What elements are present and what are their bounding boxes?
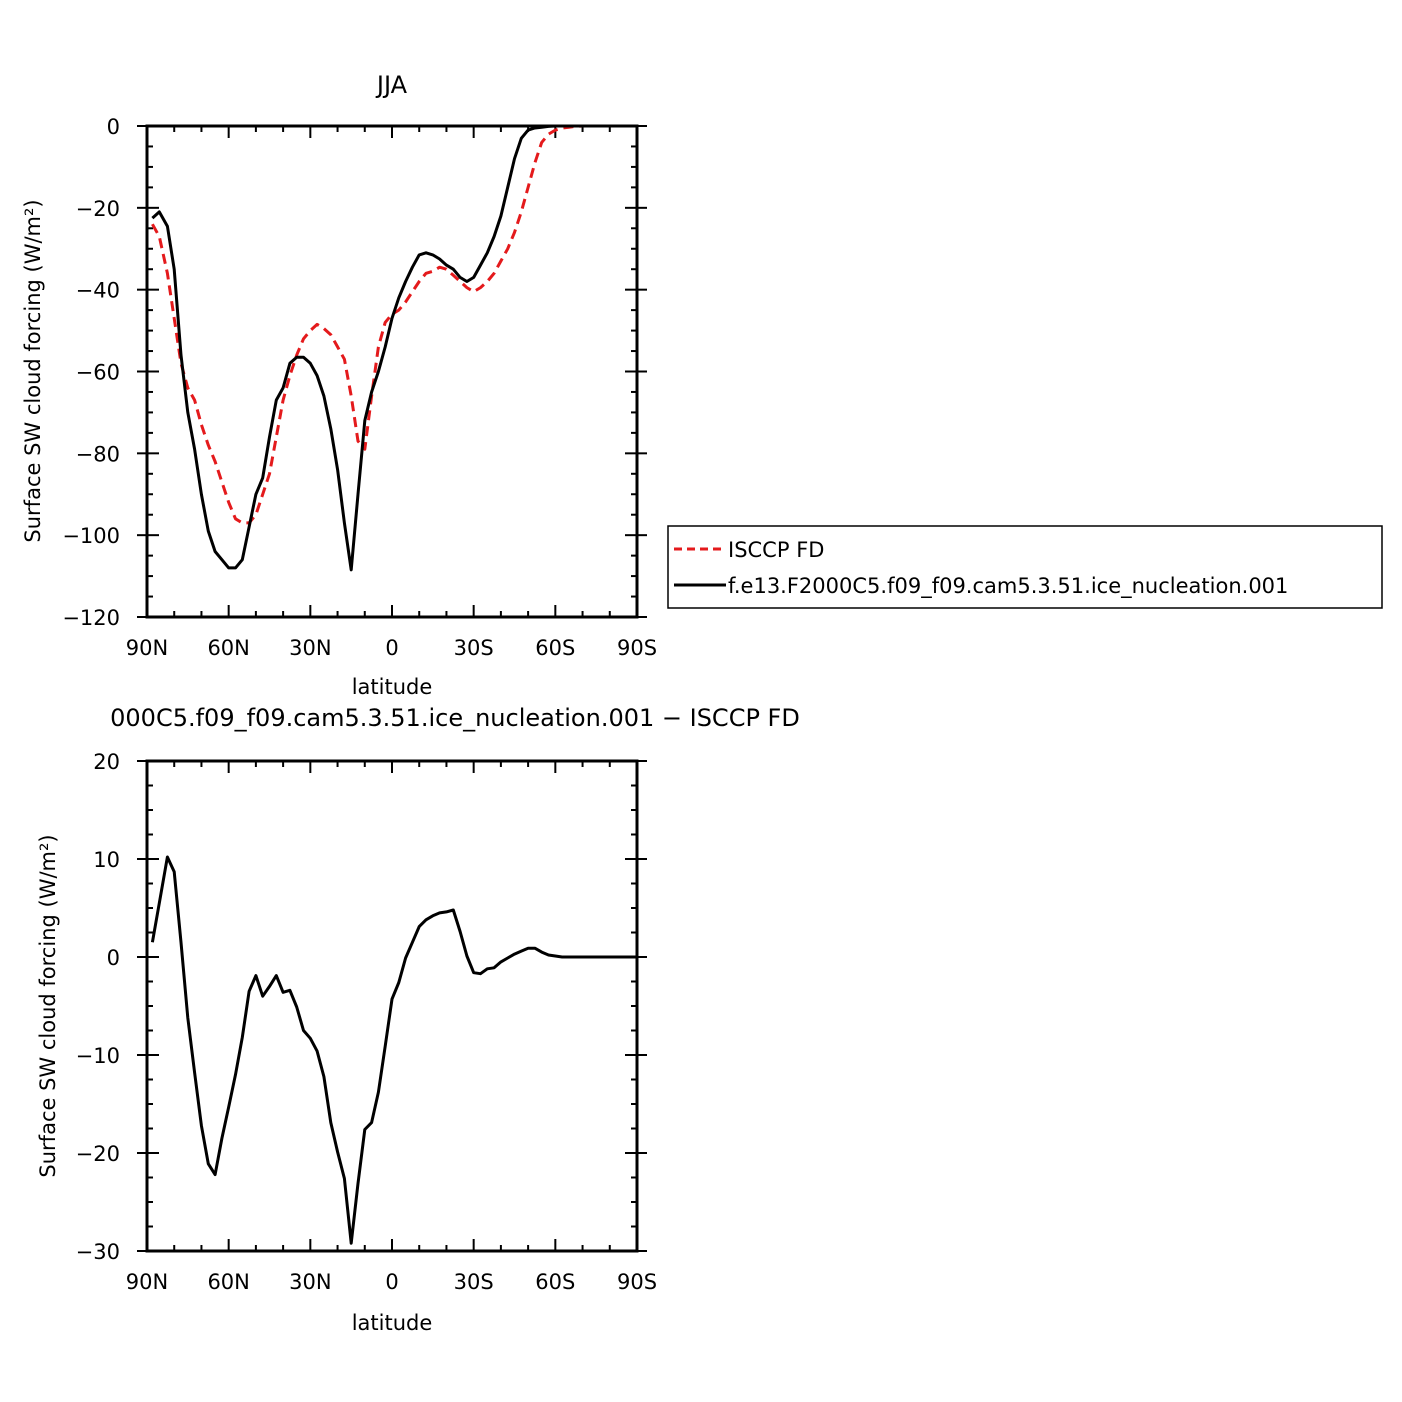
top-chart-title: JJA (375, 71, 408, 99)
bottom-y-tick-label: −20 (76, 1142, 120, 1166)
top-x-tick-label: 90N (126, 636, 168, 660)
bottom-y-tick-label: 20 (93, 750, 120, 774)
bottom-ticks: 90N 60N 30N 0 30S 60S 90S 20 10 0 −10 −20 −30 (76, 750, 657, 1294)
legend-label-isccp-fd: ISCCP FD (728, 538, 824, 562)
legend-label-model: f.e13.F2000C5.f09_f09.cam5.3.51.ice_nucl… (728, 574, 1288, 599)
top-x-tick-label: 30S (454, 636, 494, 660)
top-y-tick-label: −100 (62, 524, 120, 548)
bottom-x-tick-label: 90N (126, 1270, 168, 1294)
bottom-y-tick-label: 10 (93, 848, 120, 872)
legend-box (667, 525, 1383, 609)
bottom-x-tick-label: 60S (535, 1270, 575, 1294)
bottom-x-tick-label: 60N (207, 1270, 249, 1294)
top-ticks: 90N 60N 30N 0 30S 60S 90S 0 −20 −40 −60 −80 −100 −120 (62, 115, 657, 660)
top-x-tick-label: 60N (207, 636, 249, 660)
bottom-y-tick-label: −30 (76, 1240, 120, 1264)
top-x-tick-label: 90S (617, 636, 657, 660)
top-x-tick-label: 0 (385, 636, 398, 660)
top-y-tick-label: −40 (76, 279, 120, 303)
legend: ISCCP FD f.e13.F2000C5.f09_f09.cam5.3.51… (667, 525, 1383, 609)
bottom-y-axis-label: Surface SW cloud forcing (W/m²) (36, 834, 60, 1177)
top-x-tick-label: 30N (289, 636, 331, 660)
bottom-x-tick-label: 0 (385, 1270, 398, 1294)
top-y-tick-label: −20 (76, 197, 120, 221)
bottom-x-tick-label: 90S (617, 1270, 657, 1294)
top-series-line-0 (151, 124, 637, 525)
top-y-tick-label: −120 (62, 606, 120, 630)
bottom-plot-frame (145, 759, 639, 1253)
top-plot-frame (145, 124, 639, 619)
top-y-axis-label: Surface SW cloud forcing (W/m²) (21, 199, 45, 542)
bottom-x-tick-label: 30N (289, 1270, 331, 1294)
top-x-axis-label: latitude (352, 675, 433, 699)
top-series-line-1 (151, 124, 637, 572)
top-x-tick-label: 60S (535, 636, 575, 660)
bottom-x-axis-label: latitude (352, 1311, 433, 1335)
top-y-tick-label: −60 (76, 361, 120, 385)
bottom-y-tick-label: 0 (107, 946, 120, 970)
top-y-tick-label: 0 (107, 115, 120, 139)
bottom-chart-title: 000C5.f09_f09.cam5.3.51.ice_nucleation.0… (110, 704, 800, 732)
bottom-series-line-0 (150, 855, 637, 1245)
top-series-layer (151, 124, 637, 572)
bottom-series-layer (150, 855, 637, 1245)
top-y-tick-label: −80 (76, 442, 120, 466)
bottom-panel: 000C5.f09_f09.cam5.3.51.ice_nucleation.0… (36, 704, 800, 1335)
bottom-x-tick-label: 30S (454, 1270, 494, 1294)
bottom-y-tick-label: −10 (76, 1044, 120, 1068)
top-panel: JJA 90N 60N 30N 0 30S 60S 90S 0 −20 −40 −60 −80 −100… (21, 71, 657, 699)
